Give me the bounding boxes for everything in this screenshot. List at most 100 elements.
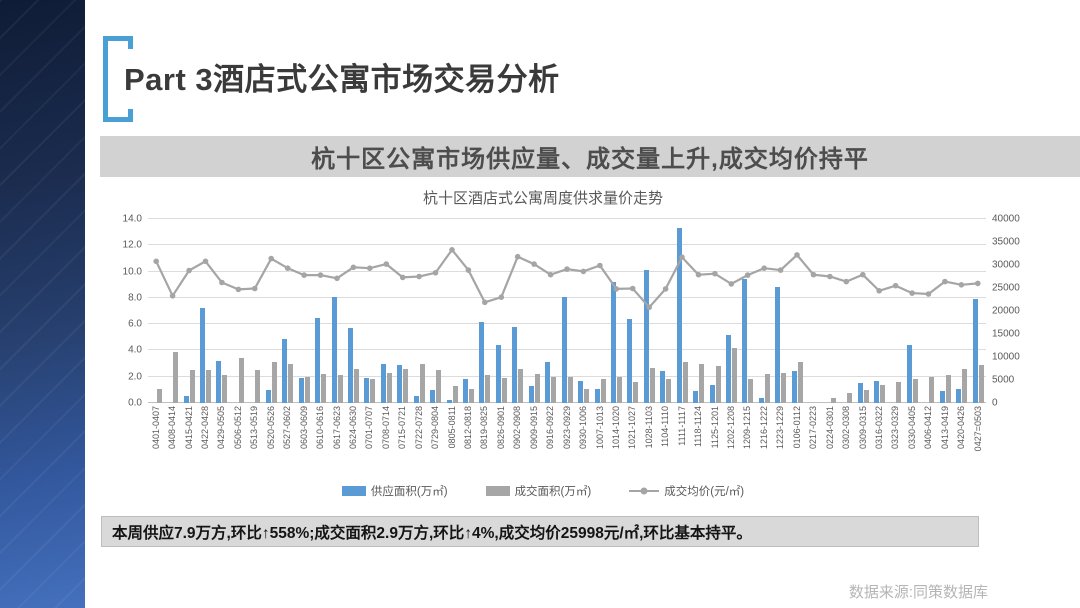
supply-bar [200,308,206,403]
supply-bar [791,371,797,403]
x-axis-label: 0506-0512 [232,406,243,450]
transaction-bar [847,392,853,403]
x-axis-label: 0420-0426 [956,406,967,450]
gridline [148,296,986,298]
transaction-bar [206,370,212,403]
x-axis-label: 0610-0616 [315,406,326,450]
x-axis-label: 1209-1215 [742,406,753,450]
bar-group [904,219,920,403]
y-left-tick: 14.0 [122,213,142,225]
y-right-tick: 5000 [992,374,1015,386]
x-axis-label: 0624-0630 [347,406,358,450]
transaction-bar [699,363,705,403]
supply-bar [430,389,436,403]
x-axis-label: 0406-0412 [923,406,934,450]
summary-box: 本周供应7.9万方,环比↑558%;成交面积2.9万方,环比↑4%,成交均价25… [101,516,979,547]
supply-bar [315,317,321,403]
transaction-bar [912,379,918,403]
bar-group [280,219,296,403]
supply-bar [446,400,452,403]
bar-group [740,219,756,403]
transaction-bar [715,366,721,403]
transaction-bar [764,374,770,403]
supply-bar [758,397,764,403]
y-left-tick: 10.0 [122,266,142,278]
bracket-decoration [103,36,133,122]
bar-group [329,219,345,403]
supply-bar [545,362,551,403]
transaction-bar [830,397,836,403]
bar-group [674,219,690,403]
x-axis-label: 1014-1020 [610,406,621,450]
transaction-bar [666,379,672,403]
y-left-tick: 0.0 [128,397,142,409]
supply-bar [495,345,501,403]
transaction-bar [600,379,606,403]
transaction-bar [436,370,442,403]
transaction-bar [534,374,540,403]
x-axis-label: 0422-0428 [200,406,211,450]
x-axis-label: 0701-0707 [364,406,375,450]
bar-group [296,219,312,403]
supply-bar [282,338,288,403]
bar-group [970,219,986,403]
transaction-bar [781,372,787,403]
bar-group [641,219,657,403]
transaction-bar [501,378,507,403]
bracket-frame [103,36,133,122]
supply-swatch-icon [341,486,366,496]
x-axis-label: 0316-0322 [873,406,884,450]
bar-group [658,219,674,403]
bar-group [263,219,279,403]
y-left-tick: 12.0 [122,239,142,251]
supply-bar [775,287,781,403]
x-axis-label: 0805-0811 [446,406,457,449]
bar-group [838,219,854,403]
x-axis-label: 0729-0804 [430,406,441,450]
gridline [148,323,986,325]
bar-group [575,219,591,403]
x-axis-label: 0429-0505 [216,406,227,450]
x-axis-label: 0812-0818 [463,406,474,450]
transaction-bar [386,372,392,403]
bar-group [789,219,805,403]
transaction-bar [304,376,310,403]
x-axis-label: 1202-1208 [726,406,737,450]
supply-bar [331,296,337,403]
price-line-marker-icon [640,487,648,495]
y-left-tick: 8.0 [128,292,142,304]
bar-group [543,219,559,403]
bar-group [247,219,263,403]
bar-group [362,219,378,403]
summary-text: 本周供应7.9万方,环比↑558%;成交面积2.9万方,环比↑4%,成交均价25… [112,524,752,542]
x-axis-label: 0415-0421 [183,406,194,450]
x-axis-label: 1028-1103 [643,406,654,449]
data-source-note: 数据来源:同策数据库 [848,584,988,601]
x-axis-label: 0302-0308 [841,406,852,450]
x-axis-label: 0909-0915 [528,406,539,450]
bar-group [855,219,871,403]
chart: 杭十区酒店式公寓周度供求量价走势 0.0 2.0 4.0 6.0 8.0 10.0 12.0… [100,183,1052,513]
x-axis-label: 0217-0223 [808,406,819,450]
x-axis-label: 0923-0929 [561,406,572,450]
bar-group [690,219,706,403]
x-axis-label: 0902-0908 [512,406,523,450]
bar-group [822,219,838,403]
transaction-bar [962,368,968,403]
bar-group [707,219,723,403]
y-right-tick: 15000 [992,328,1020,340]
chart-title: 杭十区酒店式公寓周度供求量价走势 [422,190,663,207]
bar-group [444,219,460,403]
bar-group [148,219,164,403]
bar-group [312,219,328,403]
x-axis-label: 0323-0329 [890,406,901,450]
x-axis-label: 0330-0405 [906,406,917,450]
bar-group [493,219,509,403]
supply-bar [643,270,649,403]
y-axis-right: 0 5000 10000 15000 20000 25000 30000 35000 40000 [992,214,1036,409]
plot-area [148,218,986,403]
supply-bar [906,345,912,403]
bar-group [378,219,394,403]
x-axis-label: 0715-0721 [397,406,408,450]
x-axis-label: 0520-0526 [265,406,276,450]
